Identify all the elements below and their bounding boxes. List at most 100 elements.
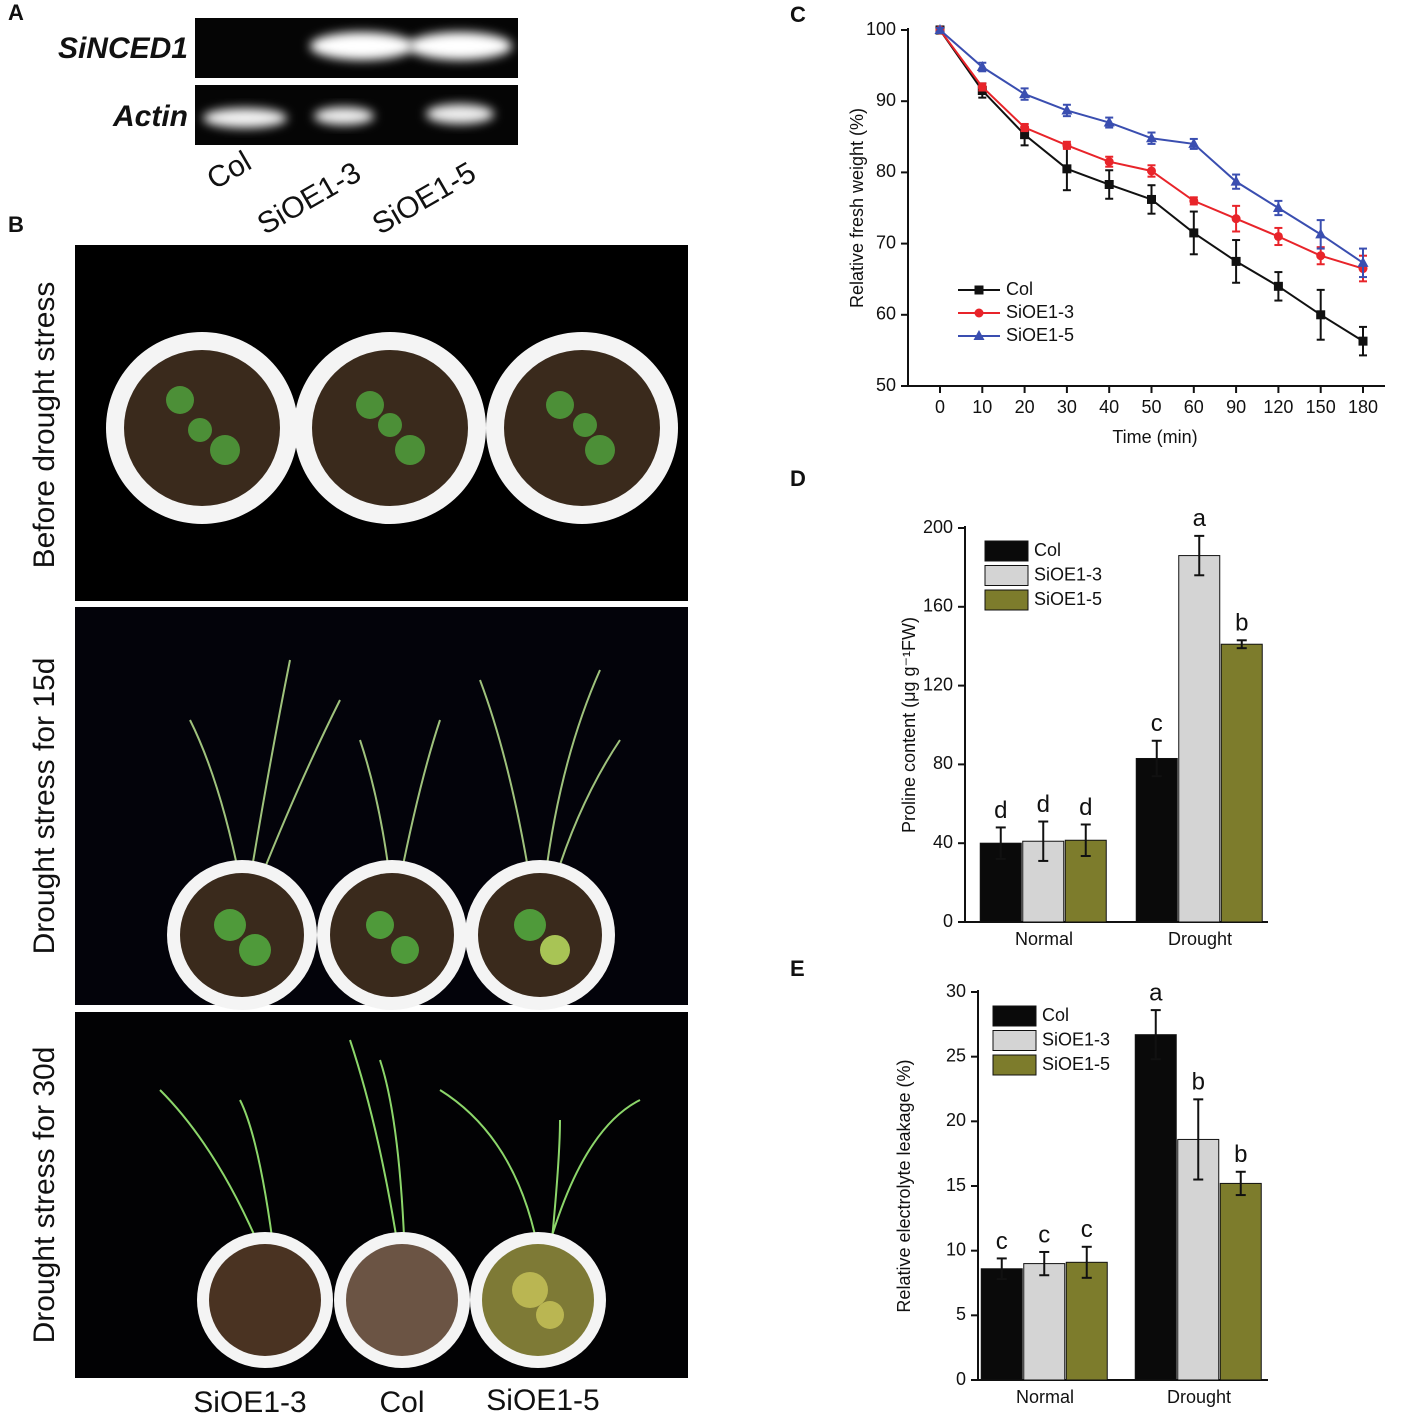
x-tick-label: Normal [1015,929,1073,949]
significance-letter: a [1149,979,1163,1006]
gel [195,18,518,145]
y-tick-label: 15 [946,1175,966,1195]
legend-label: SiOE1-3 [1006,302,1074,322]
significance-letter: d [1037,791,1050,818]
y-tick-label: 160 [923,596,953,616]
y-axis-label: Proline content (μg g⁻¹FW) [899,617,919,833]
x-tick-label: 50 [1141,397,1161,417]
y-tick-label: 50 [876,375,896,395]
lane-label: SiOE1-3 [252,156,367,241]
x-tick-label: Drought [1167,1387,1231,1407]
legend-marker [973,330,985,340]
x-tick-label: 60 [1184,397,1204,417]
marker [934,24,946,34]
significance-letter: c [1081,1216,1093,1243]
legend-label: Col [1006,279,1033,299]
line-label: Col [379,1386,424,1419]
y-tick-label: 200 [923,517,953,537]
x-tick-label: 30 [1057,397,1077,417]
significance-letter: a [1193,505,1207,532]
marker [1231,256,1241,266]
y-tick-label: 40 [933,832,953,852]
legend-label: Col [1034,540,1061,560]
marker [1189,196,1199,206]
x-tick-label: 120 [1263,397,1293,417]
panel-label: B [8,212,24,237]
x-tick-label: 90 [1226,397,1246,417]
marker [1188,137,1200,148]
y-tick-label: 0 [943,911,953,931]
significance-letter: c [1151,710,1163,737]
legend-swatch [984,540,1029,562]
legend-label: SiOE1-5 [1042,1054,1110,1074]
gene-label: Actin [112,100,188,133]
marker [1020,130,1030,140]
bar [1065,1261,1108,1381]
legend-label: SiOE1-5 [1034,589,1102,609]
panel-label: A [8,0,24,25]
stage-label: Before drought stress [28,282,61,569]
stage-label: Drought stress for 15d [28,658,61,955]
x-tick-label: Normal [1016,1387,1074,1407]
legend-marker [974,308,984,318]
legend-label: SiOE1-3 [1042,1029,1110,1049]
legend-swatch [984,589,1029,611]
x-tick-label: 40 [1099,397,1119,417]
bar [1023,1263,1066,1381]
photo [75,245,688,601]
bar [980,1268,1023,1381]
legend-swatch [992,1030,1037,1051]
marker [1104,157,1114,167]
panel-label: D [790,466,806,491]
legend-swatch [984,565,1029,586]
marker [1020,123,1030,133]
y-tick-label: 25 [946,1045,966,1065]
legend-marker [974,285,984,295]
y-tick-label: 100 [866,19,896,39]
legend-label: Col [1042,1005,1069,1025]
x-tick-label: 150 [1306,397,1336,417]
significance-letter: d [1079,794,1092,821]
marker [1062,140,1072,150]
marker [976,61,988,72]
significance-letter: b [1235,610,1248,637]
significance-letter: d [994,797,1007,824]
bar [1178,555,1221,923]
x-axis-label: Time (min) [1112,427,1197,447]
x-tick-label: 0 [935,397,945,417]
marker [1231,214,1241,224]
marker [1147,194,1156,204]
lane-label: SiOE1-5 [367,156,482,241]
y-tick-label: 80 [876,161,896,181]
y-tick-label: 30 [946,981,966,1001]
marker [1147,166,1156,176]
line-label: SiOE1-3 [193,1386,306,1419]
y-tick-label: 60 [876,304,896,324]
marker [1357,256,1369,267]
y-tick-label: 0 [956,1369,966,1389]
legend-swatch [992,1005,1037,1027]
bar [1219,1182,1262,1381]
line [939,29,1364,264]
y-axis-label: Relative fresh weight (%) [847,108,867,308]
y-tick-label: 90 [876,90,896,110]
marker [1273,281,1283,291]
panel-label: C [790,2,806,27]
stage-label: Drought stress for 30d [28,1047,61,1344]
bar [1135,757,1178,923]
photo [75,607,688,1010]
marker [977,82,987,92]
bar [1220,643,1263,923]
photo [75,1012,688,1378]
marker [1103,116,1115,127]
legend-swatch [992,1054,1037,1076]
panel-label: E [790,956,805,981]
legend-label: SiOE1-3 [1034,564,1102,584]
marker [1189,228,1199,238]
marker [1062,164,1072,174]
significance-letter: c [996,1228,1008,1255]
line-label: SiOE1-5 [486,1384,599,1417]
significance-letter: c [1038,1221,1050,1248]
y-axis-label: Relative electrolyte leakage (%) [894,1059,914,1312]
